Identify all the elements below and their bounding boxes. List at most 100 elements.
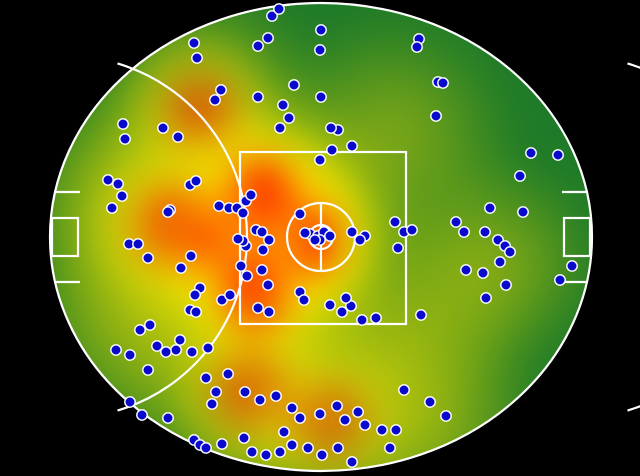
shot-marker — [170, 344, 182, 356]
shot-marker — [262, 32, 274, 44]
shot-marker — [190, 306, 202, 318]
shot-marker — [252, 91, 264, 103]
right-goal — [562, 216, 592, 258]
shot-marker — [314, 154, 326, 166]
shot-marker — [260, 449, 272, 461]
shot-marker — [415, 309, 427, 321]
shot-marker — [294, 412, 306, 424]
right-behind-posts — [562, 190, 588, 284]
shot-marker — [200, 442, 212, 454]
shot-marker — [172, 131, 184, 143]
shot-marker — [302, 442, 314, 454]
shot-marker — [314, 408, 326, 420]
shot-marker — [479, 226, 491, 238]
shot-marker — [424, 396, 436, 408]
shot-marker — [354, 234, 366, 246]
shot-marker — [450, 216, 462, 228]
shot-marker — [213, 200, 225, 212]
shot-marker — [157, 122, 169, 134]
shot-marker — [437, 77, 449, 89]
shot-marker — [376, 424, 388, 436]
shot-marker — [117, 118, 129, 130]
shot-marker — [256, 264, 268, 276]
shot-marker — [525, 147, 537, 159]
shot-marker — [112, 178, 124, 190]
shot-marker — [315, 91, 327, 103]
shot-marker — [252, 302, 264, 314]
shot-marker — [238, 432, 250, 444]
shot-marker — [477, 267, 489, 279]
shot-marker — [411, 41, 423, 53]
shot-marker — [288, 79, 300, 91]
shot-marker — [370, 312, 382, 324]
shot-marker — [116, 190, 128, 202]
shot-marker — [189, 289, 201, 301]
shot-marker — [273, 3, 285, 15]
shot-marker — [191, 52, 203, 64]
shot-marker — [134, 324, 146, 336]
shot-marker — [235, 260, 247, 272]
shot-markers — [102, 3, 578, 468]
shot-marker — [504, 246, 516, 258]
shot-marker — [257, 244, 269, 256]
shot-marker — [136, 409, 148, 421]
shot-marker — [262, 279, 274, 291]
shot-marker — [356, 314, 368, 326]
shot-marker — [162, 412, 174, 424]
shot-marker — [484, 202, 496, 214]
shot-marker — [186, 346, 198, 358]
shot-marker — [517, 206, 529, 218]
shot-marker — [216, 438, 228, 450]
shot-marker — [246, 446, 258, 458]
shot-marker — [332, 442, 344, 454]
shot-marker — [142, 252, 154, 264]
shot-marker — [162, 206, 174, 218]
shot-marker — [124, 396, 136, 408]
shot-marker — [331, 400, 343, 412]
shot-marker — [119, 133, 131, 145]
shot-marker — [315, 24, 327, 36]
shot-marker — [406, 224, 418, 236]
shot-marker — [185, 250, 197, 262]
shot-marker — [254, 394, 266, 406]
shot-marker — [514, 170, 526, 182]
shot-marker — [202, 342, 214, 354]
left-goal — [50, 216, 80, 258]
shot-marker — [314, 44, 326, 56]
shot-marker — [200, 372, 212, 384]
shot-marker — [144, 319, 156, 331]
shot-marker — [309, 234, 321, 246]
shot-marker — [160, 346, 172, 358]
shot-marker — [480, 292, 492, 304]
shot-marker — [241, 270, 253, 282]
boundary-ellipse — [48, 1, 594, 473]
shot-marker — [324, 299, 336, 311]
shot-marker — [245, 189, 257, 201]
shot-marker — [256, 226, 268, 238]
shot-marker — [494, 256, 506, 268]
shot-marker — [286, 402, 298, 414]
shot-marker — [274, 122, 286, 134]
shot-marker — [132, 238, 144, 250]
shot-marker — [106, 202, 118, 214]
shot-marker — [458, 226, 470, 238]
shot-marker — [346, 456, 358, 468]
shot-marker — [110, 344, 122, 356]
shot-marker — [339, 414, 351, 426]
shot-marker — [263, 306, 275, 318]
shot-marker — [554, 274, 566, 286]
shot-marker — [384, 442, 396, 454]
shot-marker — [270, 390, 282, 402]
shot-marker — [124, 349, 136, 361]
shot-marker — [299, 227, 311, 239]
shot-marker — [206, 398, 218, 410]
shot-marker — [274, 446, 286, 458]
shot-marker — [325, 122, 337, 134]
shot-marker — [392, 242, 404, 254]
shot-marker — [266, 10, 278, 22]
shot-marker — [352, 406, 364, 418]
shot-marker — [232, 233, 244, 245]
shot-marker — [142, 364, 154, 376]
